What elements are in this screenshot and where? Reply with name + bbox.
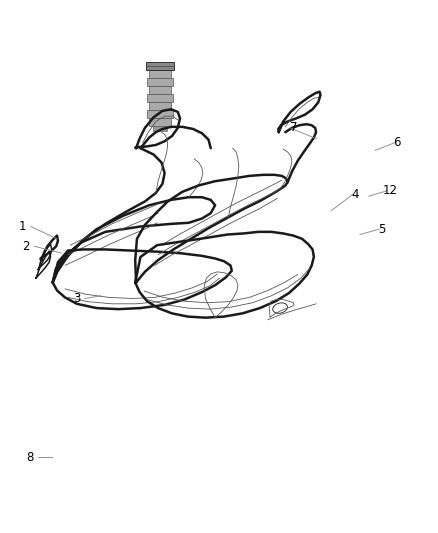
Text: 12: 12 <box>381 184 396 197</box>
Bar <box>148 86 171 94</box>
Text: 4: 4 <box>351 188 359 201</box>
Text: 6: 6 <box>392 136 400 149</box>
Text: 5: 5 <box>378 223 385 236</box>
Bar <box>147 78 172 86</box>
Bar <box>147 110 172 118</box>
Text: 1: 1 <box>19 220 27 233</box>
Text: 7: 7 <box>289 122 297 134</box>
Bar <box>145 62 174 70</box>
Bar <box>148 70 171 78</box>
Bar <box>148 102 171 110</box>
Text: 2: 2 <box>22 240 30 253</box>
Bar <box>147 94 172 102</box>
Bar <box>148 118 171 126</box>
Text: 3: 3 <box>73 292 80 305</box>
Bar <box>153 126 166 131</box>
Text: 8: 8 <box>26 451 33 464</box>
